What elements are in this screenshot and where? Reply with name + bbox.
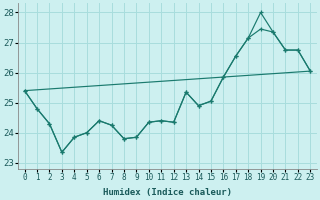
X-axis label: Humidex (Indice chaleur): Humidex (Indice chaleur) xyxy=(103,188,232,197)
